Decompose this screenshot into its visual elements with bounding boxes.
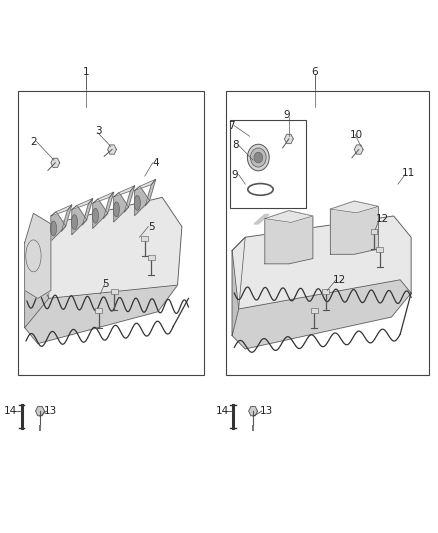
Bar	[18, 91, 204, 375]
Bar	[376, 247, 383, 252]
Polygon shape	[35, 407, 44, 416]
Polygon shape	[114, 192, 129, 222]
Polygon shape	[93, 199, 108, 228]
Polygon shape	[254, 214, 269, 224]
Polygon shape	[285, 134, 293, 143]
Text: 6: 6	[312, 68, 318, 77]
Polygon shape	[103, 192, 114, 219]
Bar	[226, 91, 428, 375]
Bar	[111, 289, 118, 294]
Text: 4: 4	[152, 158, 159, 168]
Bar	[230, 120, 306, 208]
Text: 11: 11	[402, 168, 416, 179]
Text: 14: 14	[216, 406, 229, 416]
Bar	[371, 229, 378, 234]
Text: 7: 7	[228, 120, 234, 131]
Text: 12: 12	[376, 214, 389, 224]
Ellipse shape	[50, 221, 57, 236]
Text: 10: 10	[350, 130, 363, 140]
Polygon shape	[232, 237, 245, 336]
Polygon shape	[72, 198, 93, 209]
Polygon shape	[249, 407, 258, 416]
Polygon shape	[61, 205, 72, 231]
Text: 12: 12	[332, 275, 346, 285]
Polygon shape	[124, 185, 135, 212]
Polygon shape	[232, 216, 411, 309]
Polygon shape	[93, 192, 114, 203]
Polygon shape	[25, 224, 51, 328]
Polygon shape	[25, 197, 182, 298]
Polygon shape	[135, 186, 150, 215]
Text: 5: 5	[148, 222, 155, 232]
Polygon shape	[330, 201, 378, 213]
Text: 2: 2	[30, 136, 37, 147]
Bar	[322, 289, 329, 294]
Polygon shape	[25, 213, 51, 298]
Bar	[141, 236, 148, 241]
Text: 1: 1	[82, 68, 89, 77]
Polygon shape	[72, 205, 87, 235]
Ellipse shape	[92, 208, 99, 223]
Polygon shape	[82, 198, 93, 225]
Polygon shape	[25, 269, 177, 344]
Polygon shape	[265, 211, 313, 222]
Ellipse shape	[71, 215, 78, 230]
Circle shape	[247, 144, 269, 171]
Text: 13: 13	[260, 406, 273, 416]
Polygon shape	[108, 145, 117, 154]
Polygon shape	[232, 280, 411, 349]
Bar	[95, 308, 102, 313]
Circle shape	[254, 152, 263, 163]
Text: 5: 5	[102, 279, 109, 289]
Bar	[311, 308, 318, 313]
Polygon shape	[135, 179, 155, 190]
Bar	[148, 255, 155, 260]
Text: 13: 13	[44, 406, 57, 416]
Text: 8: 8	[232, 140, 238, 150]
Text: 14: 14	[4, 406, 17, 416]
Polygon shape	[51, 158, 60, 167]
Polygon shape	[354, 145, 363, 154]
Polygon shape	[114, 185, 135, 197]
Polygon shape	[51, 212, 66, 241]
Polygon shape	[330, 201, 378, 254]
Ellipse shape	[113, 202, 120, 217]
Polygon shape	[265, 211, 313, 264]
Text: 9: 9	[283, 110, 290, 120]
Text: 3: 3	[95, 126, 102, 136]
Circle shape	[251, 148, 266, 167]
Polygon shape	[145, 179, 155, 206]
Polygon shape	[51, 205, 72, 216]
Ellipse shape	[134, 196, 141, 211]
Text: 9: 9	[232, 169, 238, 180]
